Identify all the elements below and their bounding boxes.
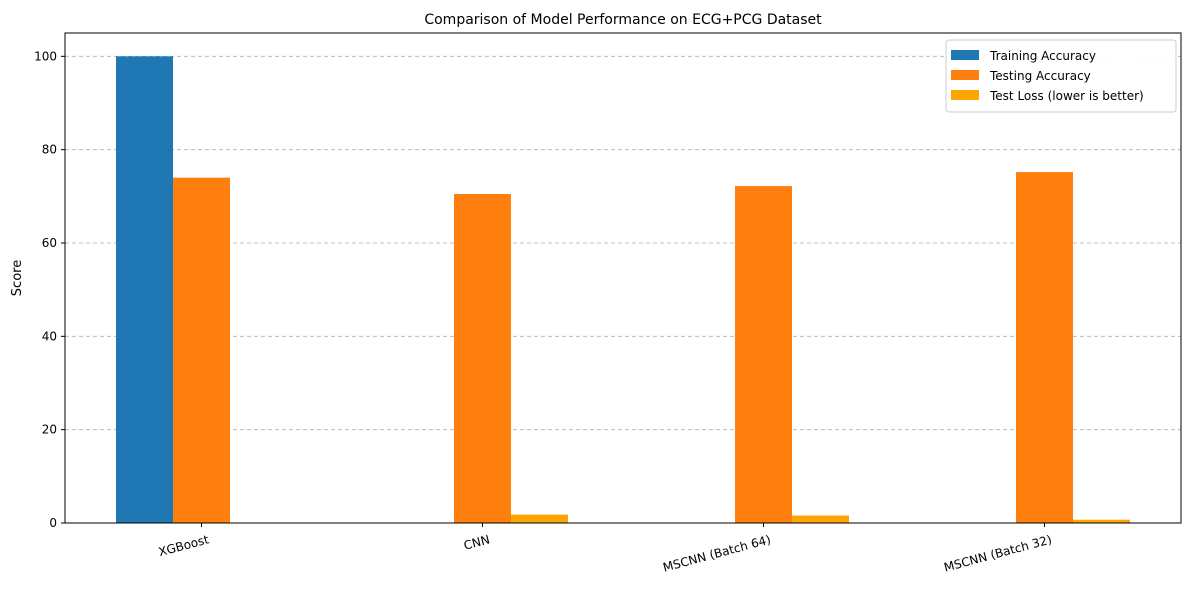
legend-label: Training Accuracy bbox=[989, 49, 1096, 63]
legend-frame bbox=[945, 39, 1177, 113]
x-tick-label: MSCNN (Batch 64) bbox=[661, 532, 772, 574]
chart-title: Comparison of Model Performance on ECG+P… bbox=[424, 12, 822, 28]
y-tick-label: 40 bbox=[42, 329, 57, 343]
y-tick-label: 60 bbox=[42, 236, 57, 250]
x-tick-label: XGBoost bbox=[157, 532, 211, 559]
legend-swatch bbox=[951, 70, 979, 80]
bar bbox=[1016, 172, 1073, 524]
x-tick-label: CNN bbox=[462, 532, 491, 552]
bar bbox=[792, 515, 849, 523]
legend-label: Testing Accuracy bbox=[989, 69, 1091, 83]
bar bbox=[173, 177, 230, 523]
grid-layer bbox=[65, 55, 1181, 431]
y-axis: 0 20 40 60 80 100 bbox=[34, 49, 65, 530]
bars-layer bbox=[116, 56, 1130, 524]
plot-area-frame bbox=[64, 32, 1182, 524]
y-tick-label: 20 bbox=[42, 423, 57, 437]
legend-swatch bbox=[951, 90, 979, 100]
bar bbox=[511, 514, 568, 523]
bar bbox=[735, 186, 792, 524]
y-tick-label: 80 bbox=[42, 143, 57, 157]
bar bbox=[1073, 519, 1130, 523]
bar bbox=[454, 194, 511, 523]
y-tick-label: 0 bbox=[49, 516, 57, 530]
legend-label: Test Loss (lower is better) bbox=[989, 89, 1144, 103]
y-tick-label: 100 bbox=[34, 49, 57, 63]
legend: Training Accuracy Testing Accuracy Test Lo… bbox=[945, 39, 1177, 113]
bar bbox=[116, 56, 173, 523]
x-tick-label: MSCNN (Batch 32) bbox=[942, 532, 1053, 574]
x-axis: XGBoost CNN MSCNN (Batch 64) MSCNN (Batch 3… bbox=[157, 523, 1053, 575]
y-axis-label: Score bbox=[10, 260, 25, 296]
legend-swatch bbox=[951, 50, 979, 60]
